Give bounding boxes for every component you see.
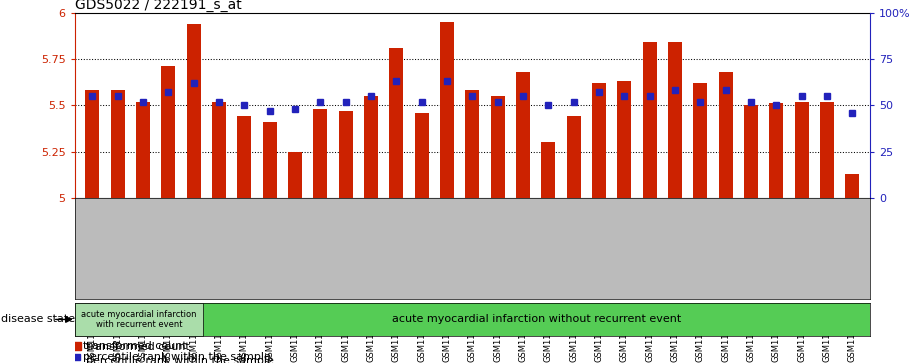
Bar [820, 102, 834, 198]
Bar [794, 102, 809, 198]
Bar [642, 42, 657, 198]
Bar [415, 113, 429, 198]
Bar [491, 96, 505, 198]
Bar [440, 22, 454, 198]
Text: GDS5022 / 222191_s_at: GDS5022 / 222191_s_at [75, 0, 241, 12]
Bar [86, 90, 99, 198]
Text: transformed count: transformed count [79, 342, 190, 352]
Text: acute myocardial infarction
with recurrent event: acute myocardial infarction with recurre… [81, 310, 197, 329]
Bar [719, 72, 732, 198]
Bar [75, 303, 203, 336]
Bar [111, 90, 125, 198]
Bar [187, 24, 200, 198]
Bar [592, 83, 606, 198]
Bar [262, 122, 277, 198]
Bar [466, 90, 479, 198]
Bar [618, 81, 631, 198]
Text: disease state: disease state [1, 314, 75, 325]
Bar [693, 83, 707, 198]
Bar [212, 102, 226, 198]
Bar [313, 109, 327, 198]
Text: percentile rank within the sample: percentile rank within the sample [79, 356, 274, 363]
Bar [541, 142, 556, 198]
Bar [288, 152, 302, 198]
Text: transformed count: transformed count [83, 342, 187, 351]
Bar [668, 42, 682, 198]
Bar [567, 117, 580, 198]
Bar [339, 111, 353, 198]
Bar [238, 117, 251, 198]
Bar [845, 174, 859, 198]
Bar [769, 103, 783, 198]
Bar [516, 72, 530, 198]
Bar [161, 66, 176, 198]
Bar [744, 105, 758, 198]
Bar [364, 96, 378, 198]
Bar [389, 48, 404, 198]
Text: acute myocardial infarction without recurrent event: acute myocardial infarction without recu… [392, 314, 681, 325]
Bar [136, 102, 150, 198]
Text: percentile rank within the sample: percentile rank within the sample [83, 352, 271, 362]
